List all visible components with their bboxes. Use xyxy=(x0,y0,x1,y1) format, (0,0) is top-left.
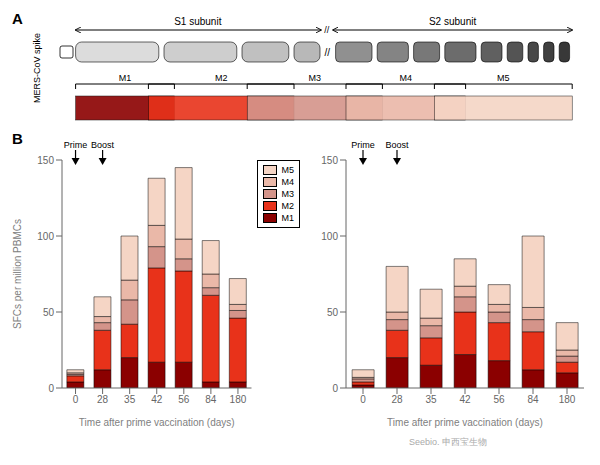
svg-text:M5: M5 xyxy=(497,73,510,83)
svg-text://: // xyxy=(324,25,330,35)
svg-text:Prime: Prime xyxy=(64,140,88,150)
svg-text:84: 84 xyxy=(527,394,539,405)
html-text:M3: M3 xyxy=(281,189,294,199)
svg-text:28: 28 xyxy=(391,394,403,405)
svg-text://: // xyxy=(324,47,330,58)
svg-text:Boost: Boost xyxy=(91,140,115,150)
svg-text:0: 0 xyxy=(73,394,79,405)
html-text:B: B xyxy=(12,130,23,147)
svg-text:Time after prime vaccination (: Time after prime vaccination (days) xyxy=(79,417,235,428)
svg-text:150: 150 xyxy=(37,155,54,166)
svg-text:50: 50 xyxy=(43,307,55,318)
svg-text:100: 100 xyxy=(37,231,54,242)
svg-text:0: 0 xyxy=(360,394,366,405)
svg-text:S1 subunit: S1 subunit xyxy=(174,16,221,27)
svg-text:M3: M3 xyxy=(309,73,322,83)
svg-text:28: 28 xyxy=(97,394,109,405)
svg-text:180: 180 xyxy=(230,394,247,405)
svg-text:Time after prime vaccination (: Time after prime vaccination (days) xyxy=(387,417,543,428)
html-text:M5: M5 xyxy=(281,165,294,175)
svg-text:35: 35 xyxy=(425,394,437,405)
svg-text:S2 subunit: S2 subunit xyxy=(429,16,476,27)
svg-text:MERS-CoV spike: MERS-CoV spike xyxy=(32,33,42,103)
svg-text:84: 84 xyxy=(205,394,217,405)
svg-text:180: 180 xyxy=(559,394,576,405)
svg-text:0: 0 xyxy=(48,383,54,394)
html-text:Seebio. 申西宝生物: Seebio. 申西宝生物 xyxy=(409,437,487,447)
svg-text:M1: M1 xyxy=(119,73,132,83)
html-text:M4: M4 xyxy=(281,177,294,187)
html-text:M2: M2 xyxy=(281,201,294,211)
html-text:M1: M1 xyxy=(281,213,294,223)
svg-text:SFCs per million PBMCs: SFCs per million PBMCs xyxy=(12,219,23,329)
svg-text:100: 100 xyxy=(321,231,338,242)
svg-text:Boost: Boost xyxy=(385,140,409,150)
svg-text:50: 50 xyxy=(327,307,339,318)
svg-text:35: 35 xyxy=(124,394,136,405)
svg-text:42: 42 xyxy=(151,394,163,405)
svg-text:150: 150 xyxy=(321,155,338,166)
svg-text:56: 56 xyxy=(493,394,505,405)
svg-text:0: 0 xyxy=(332,383,338,394)
svg-text:M2: M2 xyxy=(215,73,228,83)
svg-text:M4: M4 xyxy=(400,73,413,83)
svg-text:56: 56 xyxy=(178,394,190,405)
svg-text:A: A xyxy=(12,10,23,27)
svg-text:42: 42 xyxy=(459,394,471,405)
svg-text:Prime: Prime xyxy=(351,140,375,150)
